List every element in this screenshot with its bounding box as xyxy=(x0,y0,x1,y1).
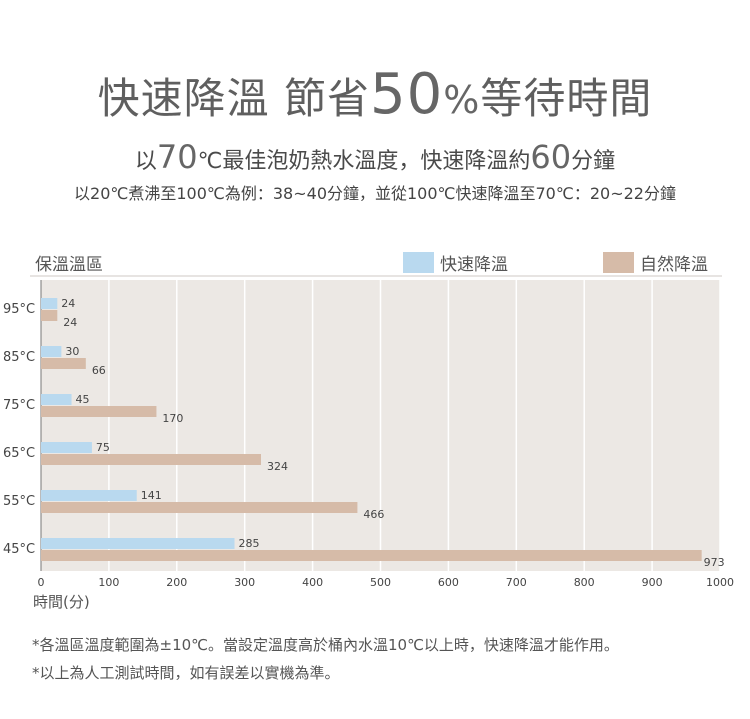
legend-label-fast: 快速降溫 xyxy=(440,255,508,275)
legend-swatch-fast xyxy=(403,252,434,273)
x-tick-label-100: 100 xyxy=(98,576,119,589)
subtitle-text-c: 分鐘 xyxy=(571,149,616,174)
bar-natural-1 xyxy=(41,358,86,369)
legend-swatch-natural xyxy=(603,252,634,273)
x-tick-label-800: 800 xyxy=(574,576,595,589)
x-tick-label-1000: 1000 xyxy=(706,576,734,589)
page-title: 快速降溫 節省50%等待時間 xyxy=(0,62,750,127)
x-tick-label-900: 900 xyxy=(642,576,663,589)
category-label-4: 55°C xyxy=(3,494,35,509)
bar-natural-2 xyxy=(41,406,157,417)
category-label-3: 65°C xyxy=(3,446,35,461)
data-label-fast-4: 141 xyxy=(141,489,162,502)
x-tick-label-300: 300 xyxy=(234,576,255,589)
subtitle-number-b: 60 xyxy=(530,138,572,176)
data-label-natural-4: 466 xyxy=(363,508,384,521)
category-label-1: 85°C xyxy=(3,350,35,365)
subtitle-example: 以20℃煮沸至100℃為例：38~40分鐘，並從100℃快速降溫至70℃：20~… xyxy=(74,184,676,203)
bar-fast-4 xyxy=(41,490,137,501)
data-label-fast-3: 75 xyxy=(96,441,110,454)
bar-fast-3 xyxy=(41,442,92,453)
x-tick-label-600: 600 xyxy=(438,576,459,589)
subtitle-main: 以70℃最佳泡奶熱水溫度，快速降溫約60分鐘 xyxy=(0,138,750,176)
bar-fast-0 xyxy=(41,298,58,309)
x-axis-title: 時間(分) xyxy=(33,593,90,611)
category-label-0: 95°C xyxy=(3,302,35,317)
title-part-a: 快速降溫 節省 xyxy=(97,74,370,123)
y-axis-title: 保溫溫區 xyxy=(35,255,103,275)
data-label-natural-1: 66 xyxy=(92,364,106,377)
data-label-natural-5: 973 xyxy=(704,556,725,569)
subtitle-number-a: 70 xyxy=(156,138,198,176)
footnote-disclaimer: *以上為人工測試時間，如有誤差以實機為準。 xyxy=(32,664,340,682)
data-label-fast-1: 30 xyxy=(65,345,79,358)
category-label-5: 45°C xyxy=(3,542,35,557)
subtitle-text-a: 以 xyxy=(134,149,157,174)
title-part-b: 等待時間 xyxy=(480,74,653,123)
subtitle-text-b: ℃最佳泡奶熱水溫度，快速降溫約 xyxy=(197,149,531,174)
data-label-natural-2: 170 xyxy=(162,412,183,425)
bar-fast-1 xyxy=(41,346,62,357)
x-tick-label-500: 500 xyxy=(370,576,391,589)
legend-label-natural: 自然降溫 xyxy=(640,255,708,275)
category-label-2: 75°C xyxy=(3,398,35,413)
data-label-fast-2: 45 xyxy=(76,393,90,406)
bar-fast-5 xyxy=(41,538,235,549)
bar-natural-0 xyxy=(41,310,58,321)
footnote-range: *各溫區溫度範圍為±10℃。當設定溫度高於桶內水溫10℃以上時，快速降溫才能作用… xyxy=(32,636,619,654)
title-percent: % xyxy=(443,78,481,122)
data-label-natural-0: 24 xyxy=(63,316,77,329)
x-tick-label-700: 700 xyxy=(506,576,527,589)
data-label-natural-3: 324 xyxy=(267,460,288,473)
x-tick-label-400: 400 xyxy=(302,576,323,589)
data-label-fast-5: 285 xyxy=(239,537,260,550)
bar-fast-2 xyxy=(41,394,72,405)
bar-natural-4 xyxy=(41,502,358,513)
bar-natural-5 xyxy=(41,550,702,561)
x-tick-label-0: 0 xyxy=(38,576,45,589)
title-number: 50 xyxy=(369,62,444,127)
data-label-fast-0: 24 xyxy=(61,297,75,310)
x-tick-label-200: 200 xyxy=(166,576,187,589)
bar-natural-3 xyxy=(41,454,261,465)
